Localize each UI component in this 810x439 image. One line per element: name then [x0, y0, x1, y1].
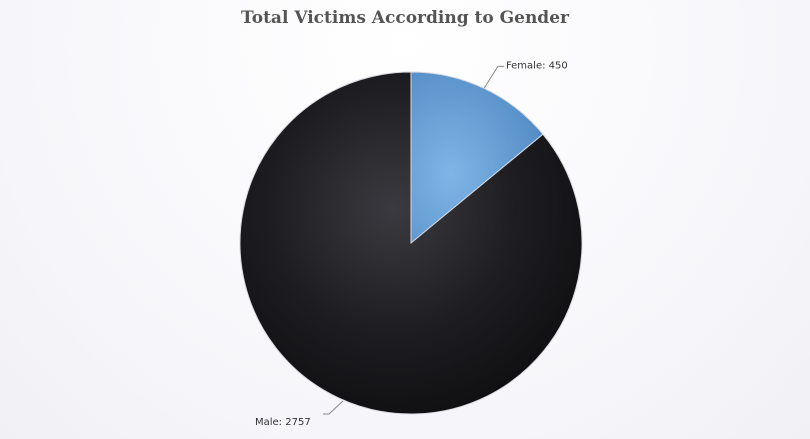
- pie-slices: [239, 71, 583, 415]
- chart-title: Total Victims According to Gender: [241, 8, 569, 28]
- slice-label-male: Male: 2757: [255, 417, 311, 428]
- slice-label-female: Female: 450: [506, 60, 568, 71]
- label-connector-female: [483, 65, 504, 89]
- label-connector-male: [323, 400, 344, 415]
- pie-labels: Female: 450 Male: 2757: [255, 60, 568, 428]
- pie-slice-male[interactable]: [239, 71, 583, 415]
- pie-slice-female[interactable]: [410, 71, 544, 245]
